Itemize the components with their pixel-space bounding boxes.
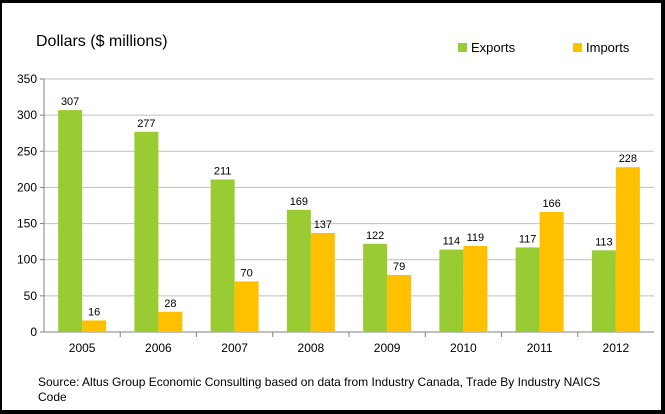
- bar-imports: [463, 245, 488, 332]
- bar-exports: [286, 209, 311, 332]
- data-label-exports: 277: [137, 118, 155, 130]
- x-tick-label: 2012: [603, 341, 630, 355]
- bar-imports: [387, 274, 412, 332]
- legend-label-exports: Exports: [471, 40, 516, 55]
- legend-swatch-imports: [573, 43, 582, 52]
- y-tick-label: 150: [17, 217, 37, 231]
- data-label-imports: 228: [619, 153, 637, 165]
- bar-chart: 0 50 100 150 200 250 300 350 2005 307 16 2006 277 28 2…: [17, 72, 654, 355]
- data-label-imports: 166: [542, 198, 560, 210]
- source-note: Source: Altus Group Economic Consulting …: [38, 375, 601, 404]
- x-tick-label: 2008: [298, 341, 325, 355]
- x-tick-label: 2007: [221, 341, 248, 355]
- bar-imports: [234, 281, 259, 332]
- bar-imports: [82, 320, 107, 332]
- y-tick-label: 250: [17, 144, 37, 158]
- y-tick-label: 100: [17, 253, 37, 267]
- bar-imports: [539, 212, 564, 332]
- bar-exports: [439, 249, 464, 332]
- y-tick-label: 350: [17, 72, 37, 86]
- data-label-exports: 307: [61, 96, 79, 108]
- data-label-imports: 28: [164, 298, 176, 310]
- data-label-exports: 211: [214, 165, 232, 177]
- data-label-exports: 169: [290, 196, 308, 208]
- y-tick-label: 50: [24, 289, 38, 303]
- y-tick-label: 200: [17, 180, 37, 194]
- legend-label-imports: Imports: [586, 40, 630, 55]
- data-label-exports: 113: [595, 236, 613, 248]
- bar-exports: [591, 250, 616, 332]
- x-tick-label: 2011: [527, 341, 553, 355]
- bar-imports: [158, 311, 183, 332]
- bar-exports: [134, 131, 159, 332]
- bar-imports: [310, 232, 335, 332]
- x-tick-label: 2009: [374, 341, 401, 355]
- x-tick-label: 2006: [145, 341, 172, 355]
- bar-exports: [363, 243, 388, 332]
- y-tick-label: 0: [30, 325, 37, 339]
- chart-panel: Dollars ($ millions) Exports Imports 0 50…: [2, 3, 661, 410]
- data-label-imports: 119: [467, 232, 485, 244]
- legend-item-exports: Exports: [458, 40, 515, 55]
- data-label-imports: 79: [393, 261, 405, 273]
- y-tick-label: 300: [17, 108, 37, 122]
- bar-exports: [210, 179, 235, 332]
- data-label-imports: 16: [88, 306, 100, 318]
- bar-exports: [58, 110, 83, 332]
- x-tick-label: 2005: [69, 341, 96, 355]
- bar-imports: [615, 167, 640, 332]
- data-label-exports: 117: [519, 233, 537, 245]
- data-label-exports: 114: [443, 236, 461, 248]
- y-axis-title: Dollars ($ millions): [36, 33, 168, 50]
- data-label-imports: 137: [314, 219, 332, 231]
- legend-item-imports: Imports: [573, 40, 629, 55]
- data-label-imports: 70: [241, 267, 253, 279]
- bar-exports: [515, 247, 540, 332]
- legend-swatch-exports: [458, 43, 467, 52]
- data-label-exports: 122: [366, 230, 384, 242]
- x-tick-label: 2010: [450, 341, 477, 355]
